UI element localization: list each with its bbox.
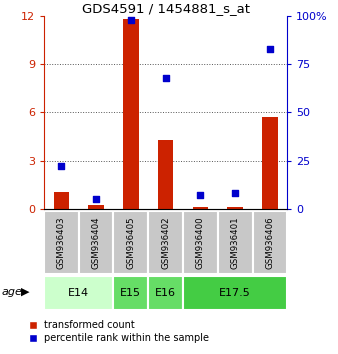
- Legend: transformed count, percentile rank within the sample: transformed count, percentile rank withi…: [25, 316, 213, 347]
- Point: [93, 196, 99, 202]
- Bar: [183, 276, 287, 310]
- Bar: [79, 211, 114, 274]
- Text: GSM936405: GSM936405: [126, 216, 135, 269]
- Bar: [53, 192, 69, 209]
- Point: [163, 75, 168, 80]
- Text: age: age: [2, 287, 23, 297]
- Text: E15: E15: [120, 288, 141, 298]
- Bar: [183, 211, 218, 274]
- Text: GSM936406: GSM936406: [265, 216, 274, 269]
- Point: [233, 190, 238, 196]
- Bar: [148, 211, 183, 274]
- Text: GSM936403: GSM936403: [57, 216, 66, 269]
- Title: GDS4591 / 1454881_s_at: GDS4591 / 1454881_s_at: [81, 2, 250, 15]
- Bar: [193, 207, 208, 209]
- Point: [267, 46, 273, 52]
- Bar: [148, 276, 183, 310]
- Text: ▶: ▶: [21, 287, 30, 297]
- Text: GSM936401: GSM936401: [231, 216, 240, 269]
- Point: [58, 164, 64, 169]
- Bar: [218, 211, 252, 274]
- Bar: [123, 19, 139, 209]
- Point: [128, 17, 134, 23]
- Text: E14: E14: [68, 288, 89, 298]
- Text: GSM936404: GSM936404: [92, 216, 101, 269]
- Text: E17.5: E17.5: [219, 288, 251, 298]
- Bar: [114, 276, 148, 310]
- Text: GSM936400: GSM936400: [196, 216, 205, 269]
- Bar: [44, 276, 114, 310]
- Bar: [158, 140, 173, 209]
- Bar: [44, 211, 79, 274]
- Bar: [227, 207, 243, 209]
- Text: GSM936402: GSM936402: [161, 216, 170, 269]
- Bar: [114, 211, 148, 274]
- Text: E16: E16: [155, 288, 176, 298]
- Bar: [88, 205, 104, 209]
- Bar: [262, 117, 278, 209]
- Bar: [252, 211, 287, 274]
- Point: [198, 193, 203, 198]
